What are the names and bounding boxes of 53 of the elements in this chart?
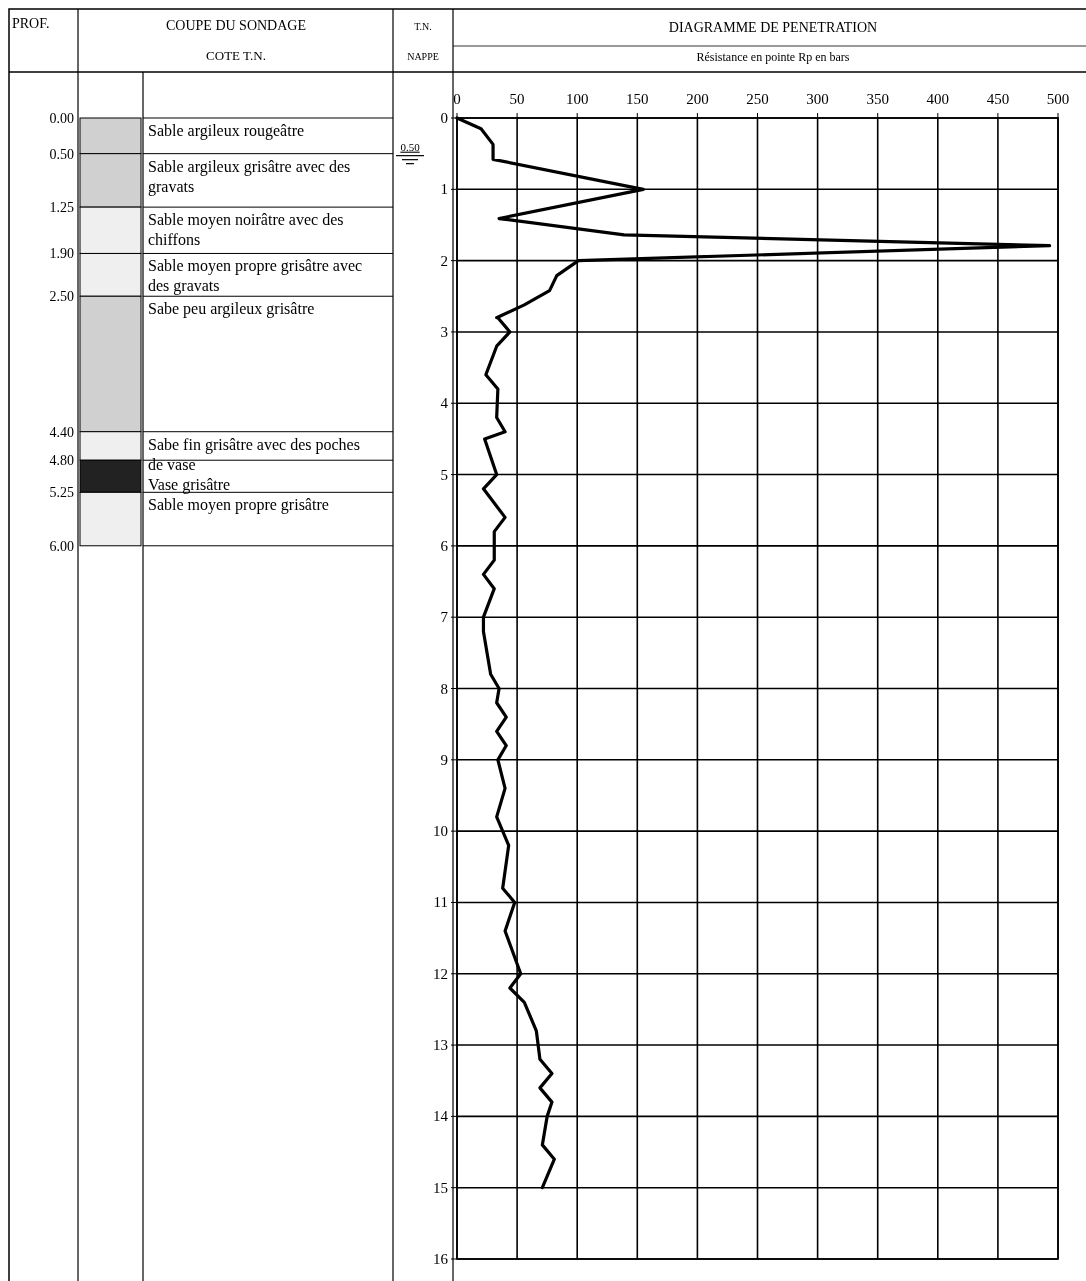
y-tick-label: 15 xyxy=(433,1179,448,1196)
x-axis-title: Résistance en pointe Rp en bars xyxy=(696,50,850,64)
series-label: Sable moyen propre grisâtre xyxy=(148,496,329,515)
series-label: Sable moyen noirâtre avec des chiffons xyxy=(148,211,344,249)
x-tick-label: 100 xyxy=(565,91,589,107)
y-tick-label: 0.50 xyxy=(49,146,74,162)
y-tick-label: 0.00 xyxy=(49,111,74,126)
x-tick-label: 50 xyxy=(509,91,525,107)
text: COUPE DU SONDAGE xyxy=(165,18,307,33)
text: PROF. xyxy=(12,16,50,31)
y-tick-label: 6.00 xyxy=(49,538,74,554)
text: T.N. xyxy=(414,21,432,32)
y-tick-label: 2 xyxy=(440,252,448,269)
y-tick-label: 9 xyxy=(440,751,448,768)
y-tick-label: 10 xyxy=(433,823,448,840)
x-tick-label: 400 xyxy=(926,91,950,107)
y-tick-label: 1.25 xyxy=(49,200,74,216)
series-label: Sable argileux rougeâtre xyxy=(148,122,305,140)
series-label: Sable argileux grisâtre avec des gravats xyxy=(148,157,351,196)
series-label: Sable moyen propre grisâtre avec des gravats xyxy=(148,257,363,296)
y-tick-label: 8 xyxy=(440,680,448,697)
y-tick-label: 12 xyxy=(433,965,448,982)
y-tick-label: 4.40 xyxy=(49,424,74,440)
x-tick-label: 150 xyxy=(626,91,649,107)
y-tick-label: 5.25 xyxy=(49,485,74,501)
y-tick-label: 11 xyxy=(433,894,448,911)
text: COTE T.N. xyxy=(206,48,266,63)
y-tick-label: 1.90 xyxy=(49,246,74,262)
y-tick-label: 3 xyxy=(440,323,448,340)
text: NAPPE xyxy=(407,51,439,62)
ref-line-label: 0.50 xyxy=(400,140,421,153)
x-tick-label: 500 xyxy=(1046,91,1070,107)
y-tick-label: 0 xyxy=(440,110,448,126)
x-tick-label: 250 xyxy=(746,91,769,107)
y-tick-label: 7 xyxy=(440,609,449,626)
series-label: Sabe peu argileux grisâtre xyxy=(148,300,315,319)
y-tick-label: 5 xyxy=(440,466,448,483)
y-tick-label: 13 xyxy=(433,1037,448,1054)
y-tick-label: 1 xyxy=(440,181,448,198)
series-label: Sabe fin grisâtre avec des poches de vase xyxy=(148,435,360,473)
x-tick-label: 0 xyxy=(453,91,461,107)
x-tick-label: 200 xyxy=(686,91,709,107)
x-tick-label: 300 xyxy=(806,91,829,107)
y-tick-label: 14 xyxy=(433,1108,449,1125)
x-tick-label: 350 xyxy=(866,91,889,107)
y-tick-label: 6 xyxy=(440,537,449,554)
chart-title: DIAGRAMME DE PENETRATION xyxy=(668,20,878,35)
y-tick-label: 4.80 xyxy=(49,453,74,469)
x-tick-label: 450 xyxy=(986,91,1010,107)
y-tick-label: 4 xyxy=(440,395,449,412)
series-label: Vase grisâtre xyxy=(148,475,231,494)
y-tick-label: 16 xyxy=(433,1251,449,1267)
y-tick-label: 2.50 xyxy=(49,289,74,305)
